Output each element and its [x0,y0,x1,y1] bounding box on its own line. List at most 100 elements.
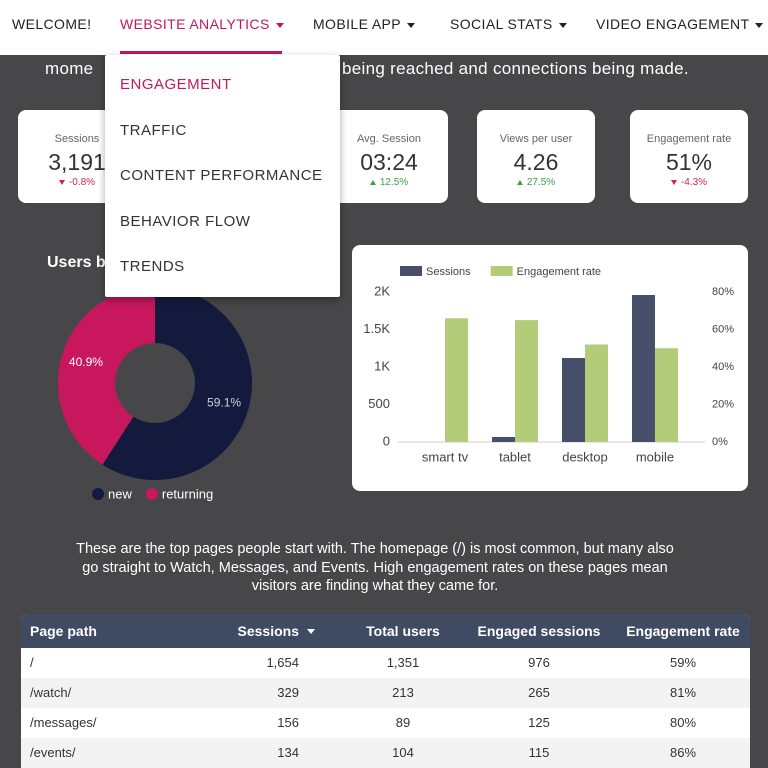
table-cell: 1,351 [386,655,420,670]
caret-icon [755,22,764,28]
table-header [21,614,750,648]
table-cell: /messages/ [30,715,97,730]
intro-text: being reached and connections being made… [342,59,689,78]
dropdown-item[interactable]: ENGAGEMENT [120,76,232,93]
y2-tick-label: 0% [712,436,728,448]
y2-tick-label: 20% [712,398,734,410]
table-cell: 81% [669,685,697,700]
kpi-change-value: 27.5% [526,177,556,188]
column-header[interactable]: Sessions [237,623,299,639]
table-cell: 213 [392,685,414,700]
table-row [21,738,750,768]
dropdown-item[interactable]: BEHAVIOR FLOW [120,212,251,230]
nav-label: WELCOME! [12,16,92,32]
legend-swatch [145,488,158,500]
table-cell: 265 [528,685,550,700]
kpi-card: Avg. Session 03:24 12.5% [330,110,448,203]
active-underline [120,51,282,54]
column-header[interactable]: Engaged sessions [477,623,601,639]
trend-arrow [58,179,65,185]
legend-label: returning [162,486,213,501]
kpi-value: 3,191 [48,149,106,175]
nav-label: MOBILE APP [313,16,402,32]
trend-arrow [369,179,376,185]
kpi-change-value: -0.8% [68,177,96,188]
table-cell: 89 [395,715,411,730]
x-tick-label: smart tv [422,449,469,464]
pie-slice [102,286,252,480]
caret-icon [407,22,416,28]
y2-tick-label: 80% [712,286,734,298]
pages-table: Page path Sessions Total users Engaged sess… [21,614,750,768]
table-cell: / [30,655,34,670]
caret-icon [558,22,567,28]
nav-item[interactable]: MOBILE APP [313,16,416,32]
kpi-label: Engagement rate [646,133,732,145]
column-header[interactable]: Page path [30,623,97,639]
nav-bar: WELCOME! WEBSITE ANALYTICS MOBILE APP SOCIA… [0,0,768,55]
table-cell: 1,654 [266,655,299,670]
summary-text: These are the top pages people start wit… [76,541,674,594]
kpi-card: Engagement rate 51% -4.3% [630,110,748,203]
nav-item[interactable]: VIDEO ENGAGEMENT [596,16,764,32]
column-header[interactable]: Total users [366,623,440,639]
bar [492,436,515,442]
bar [515,320,538,442]
nav-item[interactable]: WEBSITE ANALYTICS [120,16,284,32]
table-cell: 104 [392,745,414,760]
y2-tick-label: 60% [712,323,734,335]
slice-label: 40.9% [69,355,103,369]
legend-swatch [400,266,422,276]
y2-tick-label: 40% [712,361,734,373]
intro-text: mome [45,59,94,78]
bar [655,348,678,442]
nav-item[interactable]: SOCIAL STATS [450,16,567,32]
kpi-value: 51% [665,149,713,175]
dropdown-menu: ENGAGEMENT TRAFFIC CONTENT PERFORMANCE BEHA… [105,55,340,297]
table-cell: 134 [277,745,299,760]
table-cell: 976 [528,655,550,670]
kpi-change: -0.8% [18,177,136,188]
legend-label: Sessions [426,266,471,278]
y-tick-label: 500 [368,396,390,411]
nav-label: WEBSITE ANALYTICS [120,16,270,32]
chart-title: Users b [47,254,106,271]
slice-label: 59.1% [207,395,241,409]
y-tick-label: 1K [374,358,390,373]
legend-swatch [490,266,513,276]
legend-swatch [92,488,104,500]
bar [632,295,655,442]
kpi-change-value: -4.3% [680,177,708,188]
kpi-label: Sessions [54,133,100,145]
sort-icon [307,629,315,634]
y-tick-label: 1.5K [363,321,390,336]
y-tick-label: 2K [374,283,390,298]
table-row [21,648,750,679]
kpi-change: 27.5% [477,177,595,188]
kpi-change-value: 12.5% [379,177,409,188]
trend-arrow [670,179,677,185]
nav-item[interactable]: WELCOME! [12,16,91,32]
pie-slice [57,286,156,465]
y-tick-label: 0 [383,433,390,448]
kpi-change: 12.5% [330,177,448,188]
dropdown-item[interactable]: TRENDS [120,258,185,275]
kpi-value: 03:24 [360,149,418,175]
column-header[interactable]: Engagement rate [626,623,740,639]
bar [585,344,608,442]
kpi-value: 4.26 [513,149,559,175]
x-tick-label: mobile [636,449,674,464]
table-cell: /watch/ [30,685,72,700]
table-cell: 125 [528,715,550,730]
table-cell: 329 [277,685,299,700]
trend-arrow [516,179,523,185]
x-tick-label: tablet [499,449,531,464]
dropdown-item[interactable]: CONTENT PERFORMANCE [120,167,323,184]
table-cell: 156 [277,715,299,730]
kpi-change: -4.3% [630,177,748,188]
dropdown-item[interactable]: TRAFFIC [120,121,187,139]
x-tick-label: desktop [562,449,608,464]
caret-icon [275,22,284,28]
